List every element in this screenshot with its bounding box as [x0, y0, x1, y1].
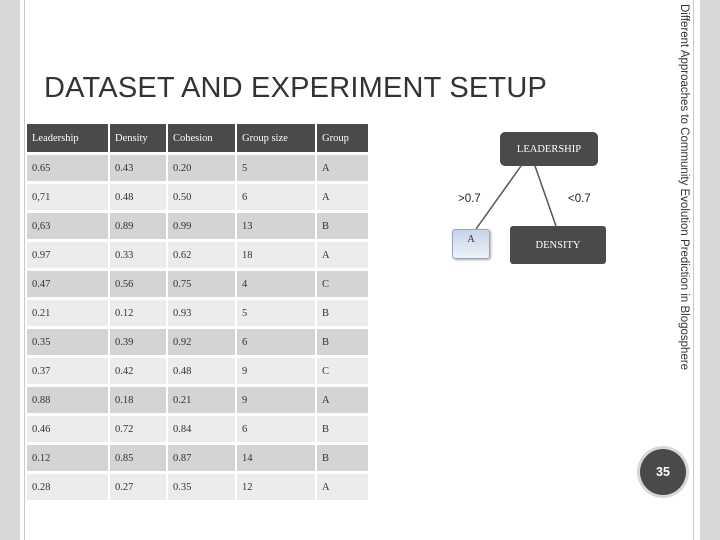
table-cell: 0.92 — [167, 326, 237, 357]
table-cell: 0.56 — [109, 268, 168, 299]
table-row: 0.88 0.18 0.21 9 A — [27, 384, 370, 415]
edge-label-left: >0.7 — [458, 193, 481, 205]
table-cell: B — [316, 442, 370, 473]
table-cell: 9 — [236, 355, 317, 386]
table-cell: A — [316, 181, 370, 212]
table-cell: A — [316, 471, 370, 500]
table-cell: A — [316, 152, 370, 183]
header-group-size: Group size — [236, 124, 317, 154]
table-cell: 0.42 — [109, 355, 168, 386]
table-cell: 0.72 — [109, 413, 168, 444]
vertical-presentation-title: Different Approaches to Community Evolut… — [678, 4, 690, 371]
right-decorative-bar — [700, 0, 720, 540]
table-cell: 0.89 — [109, 210, 168, 241]
table-cell: 0.28 — [27, 471, 110, 500]
table-cell: 0.46 — [27, 413, 110, 444]
table-cell: 5 — [236, 152, 317, 183]
header-leadership: Leadership — [27, 124, 110, 154]
table-cell: 0.18 — [109, 384, 168, 415]
left-decorative-line — [24, 0, 25, 540]
table-cell: 0.97 — [27, 239, 110, 270]
table-cell: 0,63 — [27, 210, 110, 241]
table-cell: 0.75 — [167, 268, 237, 299]
table-cell: 0.48 — [109, 181, 168, 212]
table-cell: 6 — [236, 326, 317, 357]
right-decorative-line — [693, 0, 694, 540]
table-cell: 9 — [236, 384, 317, 415]
table-row: 0.46 0.72 0.84 6 B — [27, 413, 370, 444]
header-density: Density — [109, 124, 168, 154]
table-row: 0.37 0.42 0.48 9 C — [27, 355, 370, 386]
table-row: 0,71 0.48 0.50 6 A — [27, 181, 370, 212]
table-cell: 0.99 — [167, 210, 237, 241]
table-cell: 0,71 — [27, 181, 110, 212]
table-row: 0.21 0.12 0.93 5 B — [27, 297, 370, 328]
table-cell: 0.85 — [109, 442, 168, 473]
page-number-badge: 35 — [640, 449, 686, 495]
table-row: 0.97 0.33 0.62 18 A — [27, 239, 370, 270]
table-row: 0.65 0.43 0.20 5 A — [27, 152, 370, 183]
table-cell: 13 — [236, 210, 317, 241]
header-cohesion: Cohesion — [167, 124, 237, 154]
tree-leaf-a: A — [452, 229, 490, 259]
table-cell: A — [316, 239, 370, 270]
table-cell: 0.88 — [27, 384, 110, 415]
table-cell: 0.87 — [167, 442, 237, 473]
table-cell: A — [316, 384, 370, 415]
table-cell: 0.50 — [167, 181, 237, 212]
table-cell: 0.65 — [27, 152, 110, 183]
table-cell: B — [316, 326, 370, 357]
tree-root-node: LEADERSHIP — [500, 132, 598, 166]
table-cell: 4 — [236, 268, 317, 299]
table-cell: C — [316, 268, 370, 299]
table-cell: 0.27 — [109, 471, 168, 500]
header-group: Group — [316, 124, 370, 154]
table-cell: 0.33 — [109, 239, 168, 270]
table-cell: C — [316, 355, 370, 386]
table-cell: 0.39 — [109, 326, 168, 357]
table-cell: B — [316, 210, 370, 241]
table-cell: 0.37 — [27, 355, 110, 386]
slide-title: DATASET AND EXPERIMENT SETUP — [44, 72, 548, 104]
table-row: 0.47 0.56 0.75 4 C — [27, 268, 370, 299]
table-cell: 0.20 — [167, 152, 237, 183]
table-cell: B — [316, 297, 370, 328]
table-header-row: Leadership Density Cohesion Group size G… — [27, 124, 370, 154]
table-row: 0,63 0.89 0.99 13 B — [27, 210, 370, 241]
table-cell: 6 — [236, 181, 317, 212]
table-cell: 14 — [236, 442, 317, 473]
table-cell: B — [316, 413, 370, 444]
table-cell: 0.35 — [27, 326, 110, 357]
table-cell: 0.48 — [167, 355, 237, 386]
dataset-table: Leadership Density Cohesion Group size G… — [27, 124, 370, 500]
table-cell: 6 — [236, 413, 317, 444]
table-cell: 0.93 — [167, 297, 237, 328]
table-cell: 0.35 — [167, 471, 237, 500]
connector-right — [534, 165, 557, 227]
edge-label-right: <0.7 — [568, 193, 591, 205]
table-cell: 0.21 — [167, 384, 237, 415]
connector-left — [475, 165, 522, 230]
left-decorative-bar — [0, 0, 20, 540]
tree-node-density: DENSITY — [510, 226, 606, 264]
table-row: 0.28 0.27 0.35 12 A — [27, 471, 370, 500]
table-cell: 0.43 — [109, 152, 168, 183]
table-cell: 0.12 — [109, 297, 168, 328]
table-cell: 0.62 — [167, 239, 237, 270]
table-cell: 0.47 — [27, 268, 110, 299]
table-cell: 12 — [236, 471, 317, 500]
table-cell: 0.84 — [167, 413, 237, 444]
table-cell: 18 — [236, 239, 317, 270]
table-cell: 0.12 — [27, 442, 110, 473]
table-cell: 0.21 — [27, 297, 110, 328]
table-row: 0.35 0.39 0.92 6 B — [27, 326, 370, 357]
table-row: 0.12 0.85 0.87 14 B — [27, 442, 370, 473]
table-cell: 5 — [236, 297, 317, 328]
